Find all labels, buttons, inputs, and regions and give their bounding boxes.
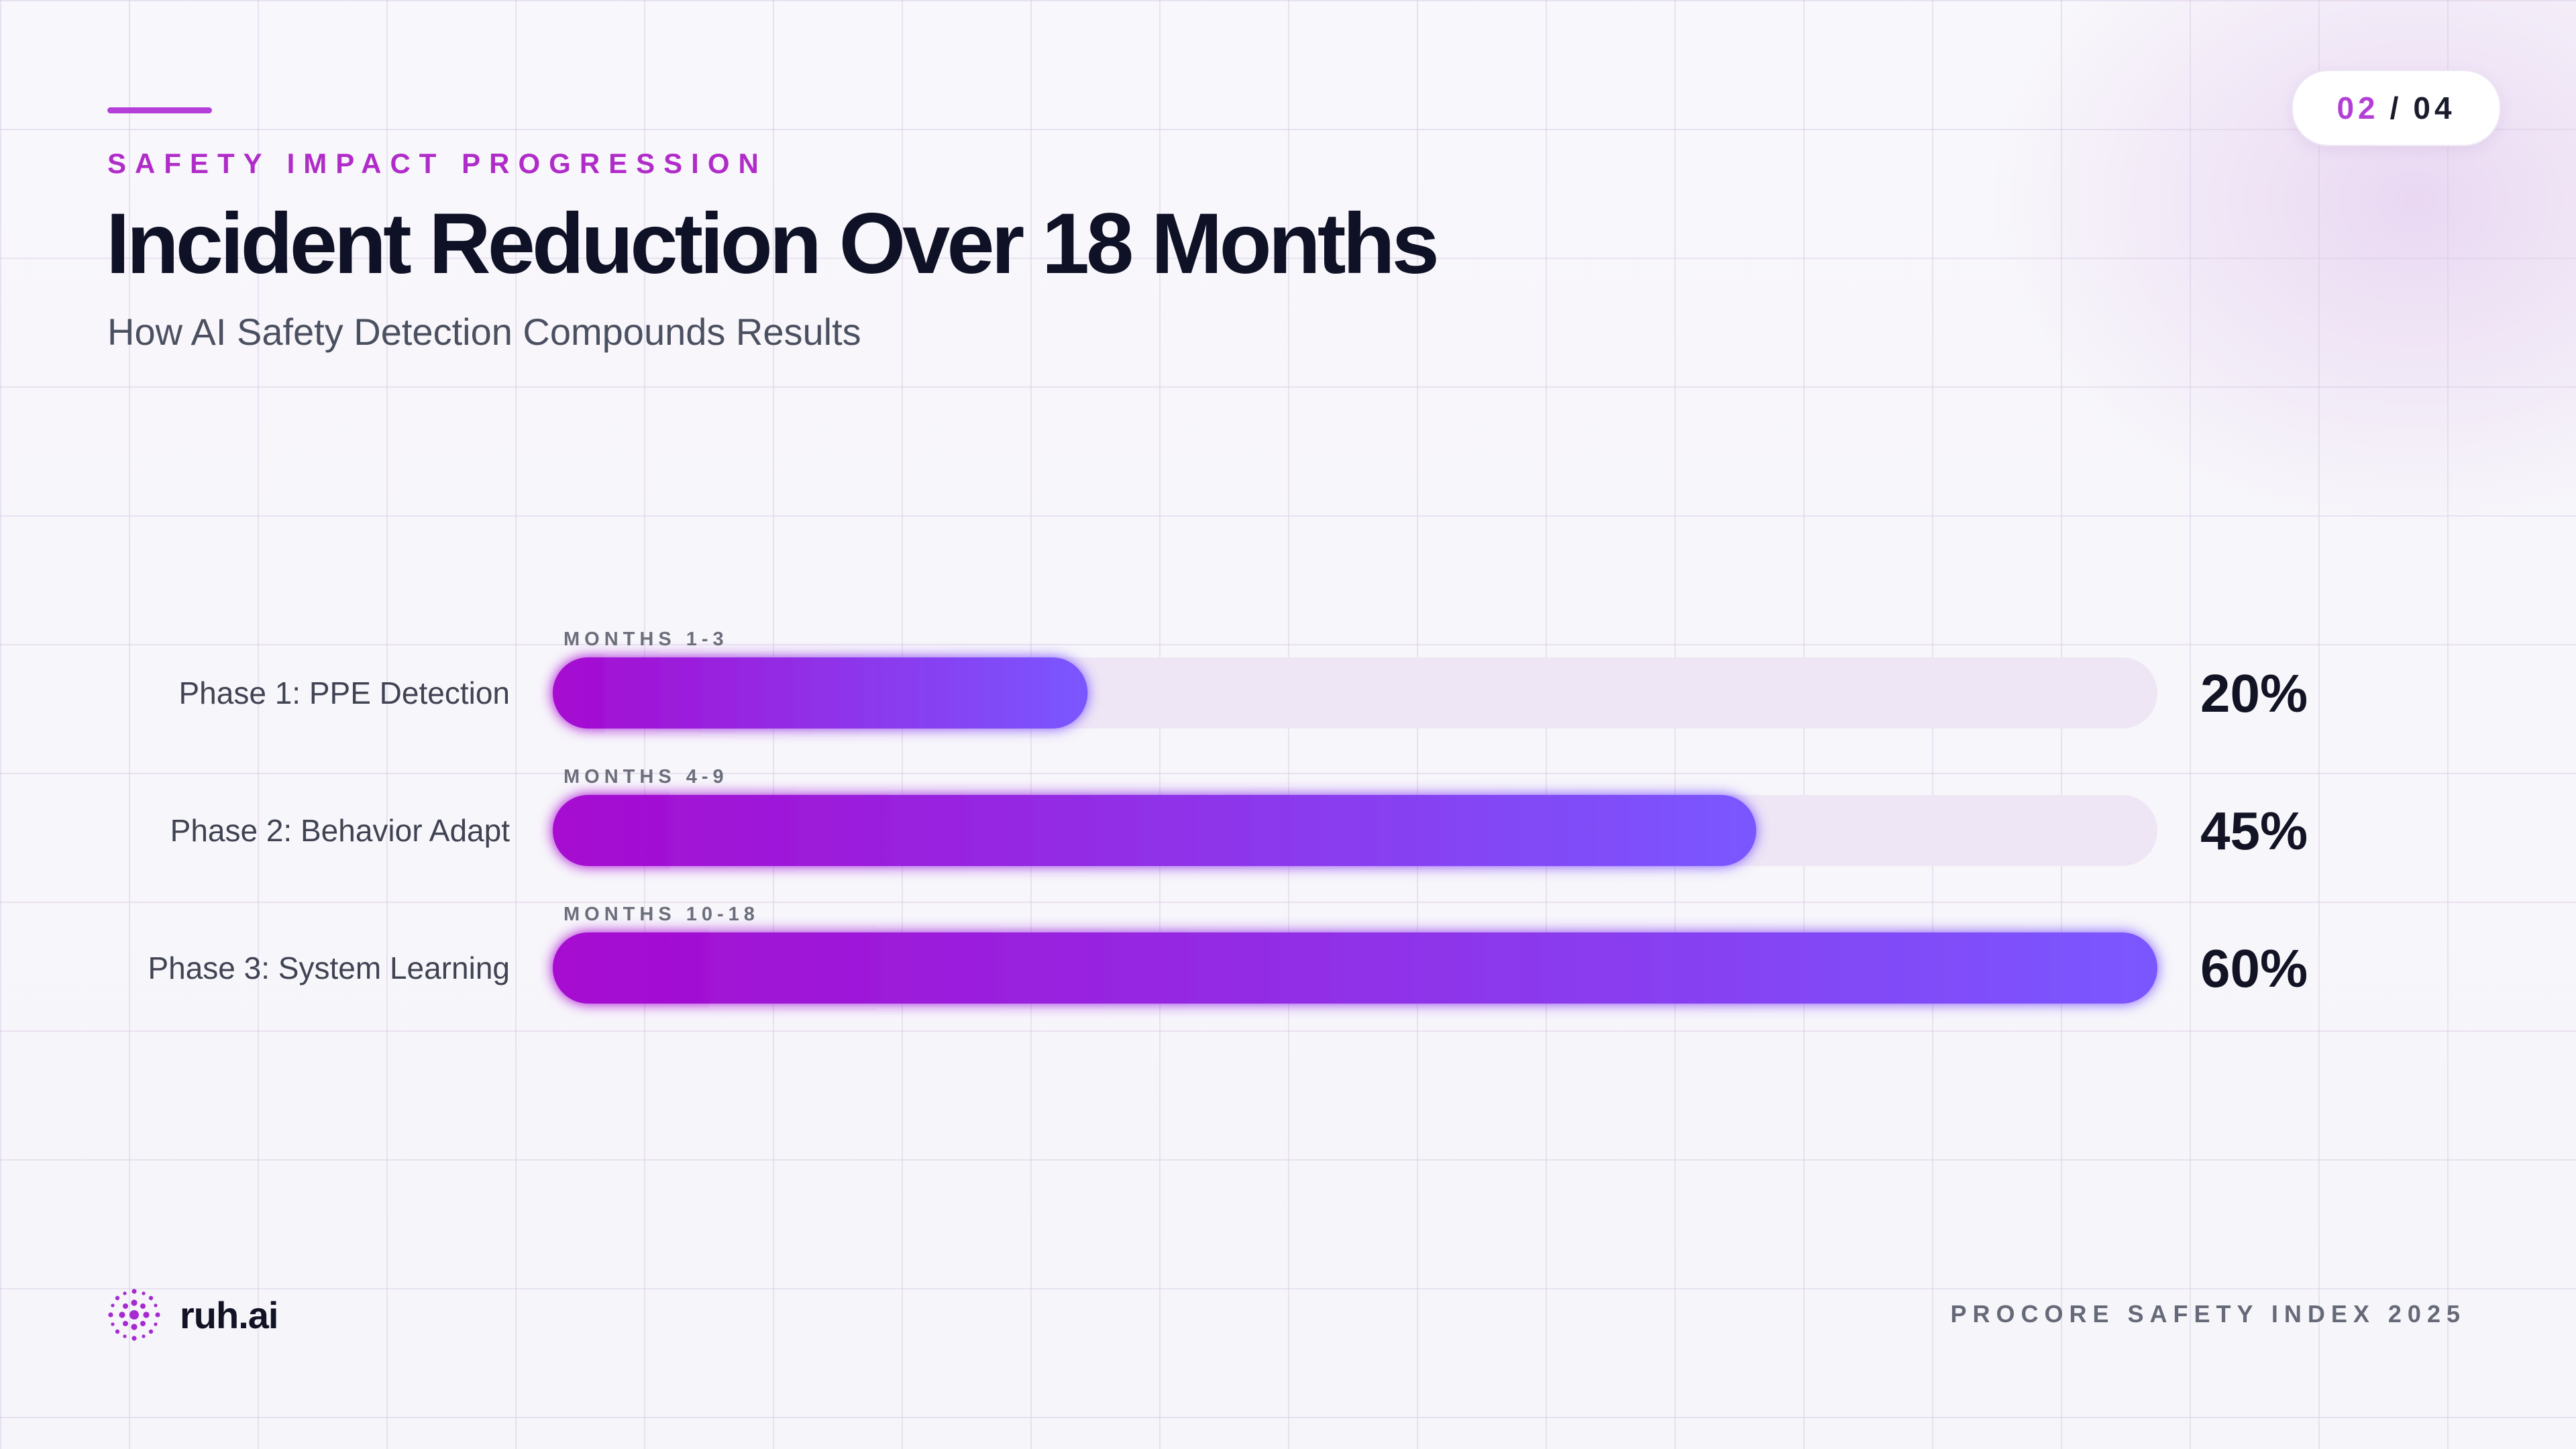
bar bbox=[553, 657, 1088, 729]
page-subtitle: How AI Safety Detection Compounds Result… bbox=[107, 311, 861, 353]
dotted-circle-logo-icon bbox=[108, 1289, 160, 1341]
page-title: Incident Reduction Over 18 Months bbox=[106, 196, 1440, 292]
page-separator: / bbox=[2390, 91, 2403, 125]
page-indicator: 02 / 04 bbox=[2292, 70, 2501, 146]
accent-line bbox=[107, 107, 212, 113]
period-label: MONTHS 1-3 bbox=[564, 629, 729, 650]
brand-name: ruh.ai bbox=[180, 1293, 278, 1336]
bar bbox=[553, 932, 2157, 1004]
period-label: MONTHS 4-9 bbox=[564, 766, 729, 788]
value-label: 20% bbox=[2200, 663, 2308, 723]
category-label: Phase 3: System Learning bbox=[148, 951, 510, 985]
page-total: 04 bbox=[2413, 91, 2456, 125]
bar bbox=[553, 795, 1756, 866]
category-label: Phase 1: PPE Detection bbox=[178, 676, 510, 710]
period-label: MONTHS 10-18 bbox=[564, 904, 759, 925]
brand: ruh.ai bbox=[106, 1287, 278, 1343]
category-label: Phase 2: Behavior Adapt bbox=[170, 813, 511, 848]
page-current: 02 bbox=[2337, 91, 2379, 125]
value-label: 60% bbox=[2200, 938, 2308, 998]
footer-source: PROCORE SAFETY INDEX 2025 bbox=[1950, 1300, 2466, 1328]
eyebrow-label: SAFETY IMPACT PROGRESSION bbox=[107, 148, 767, 179]
value-label: 45% bbox=[2200, 801, 2308, 861]
